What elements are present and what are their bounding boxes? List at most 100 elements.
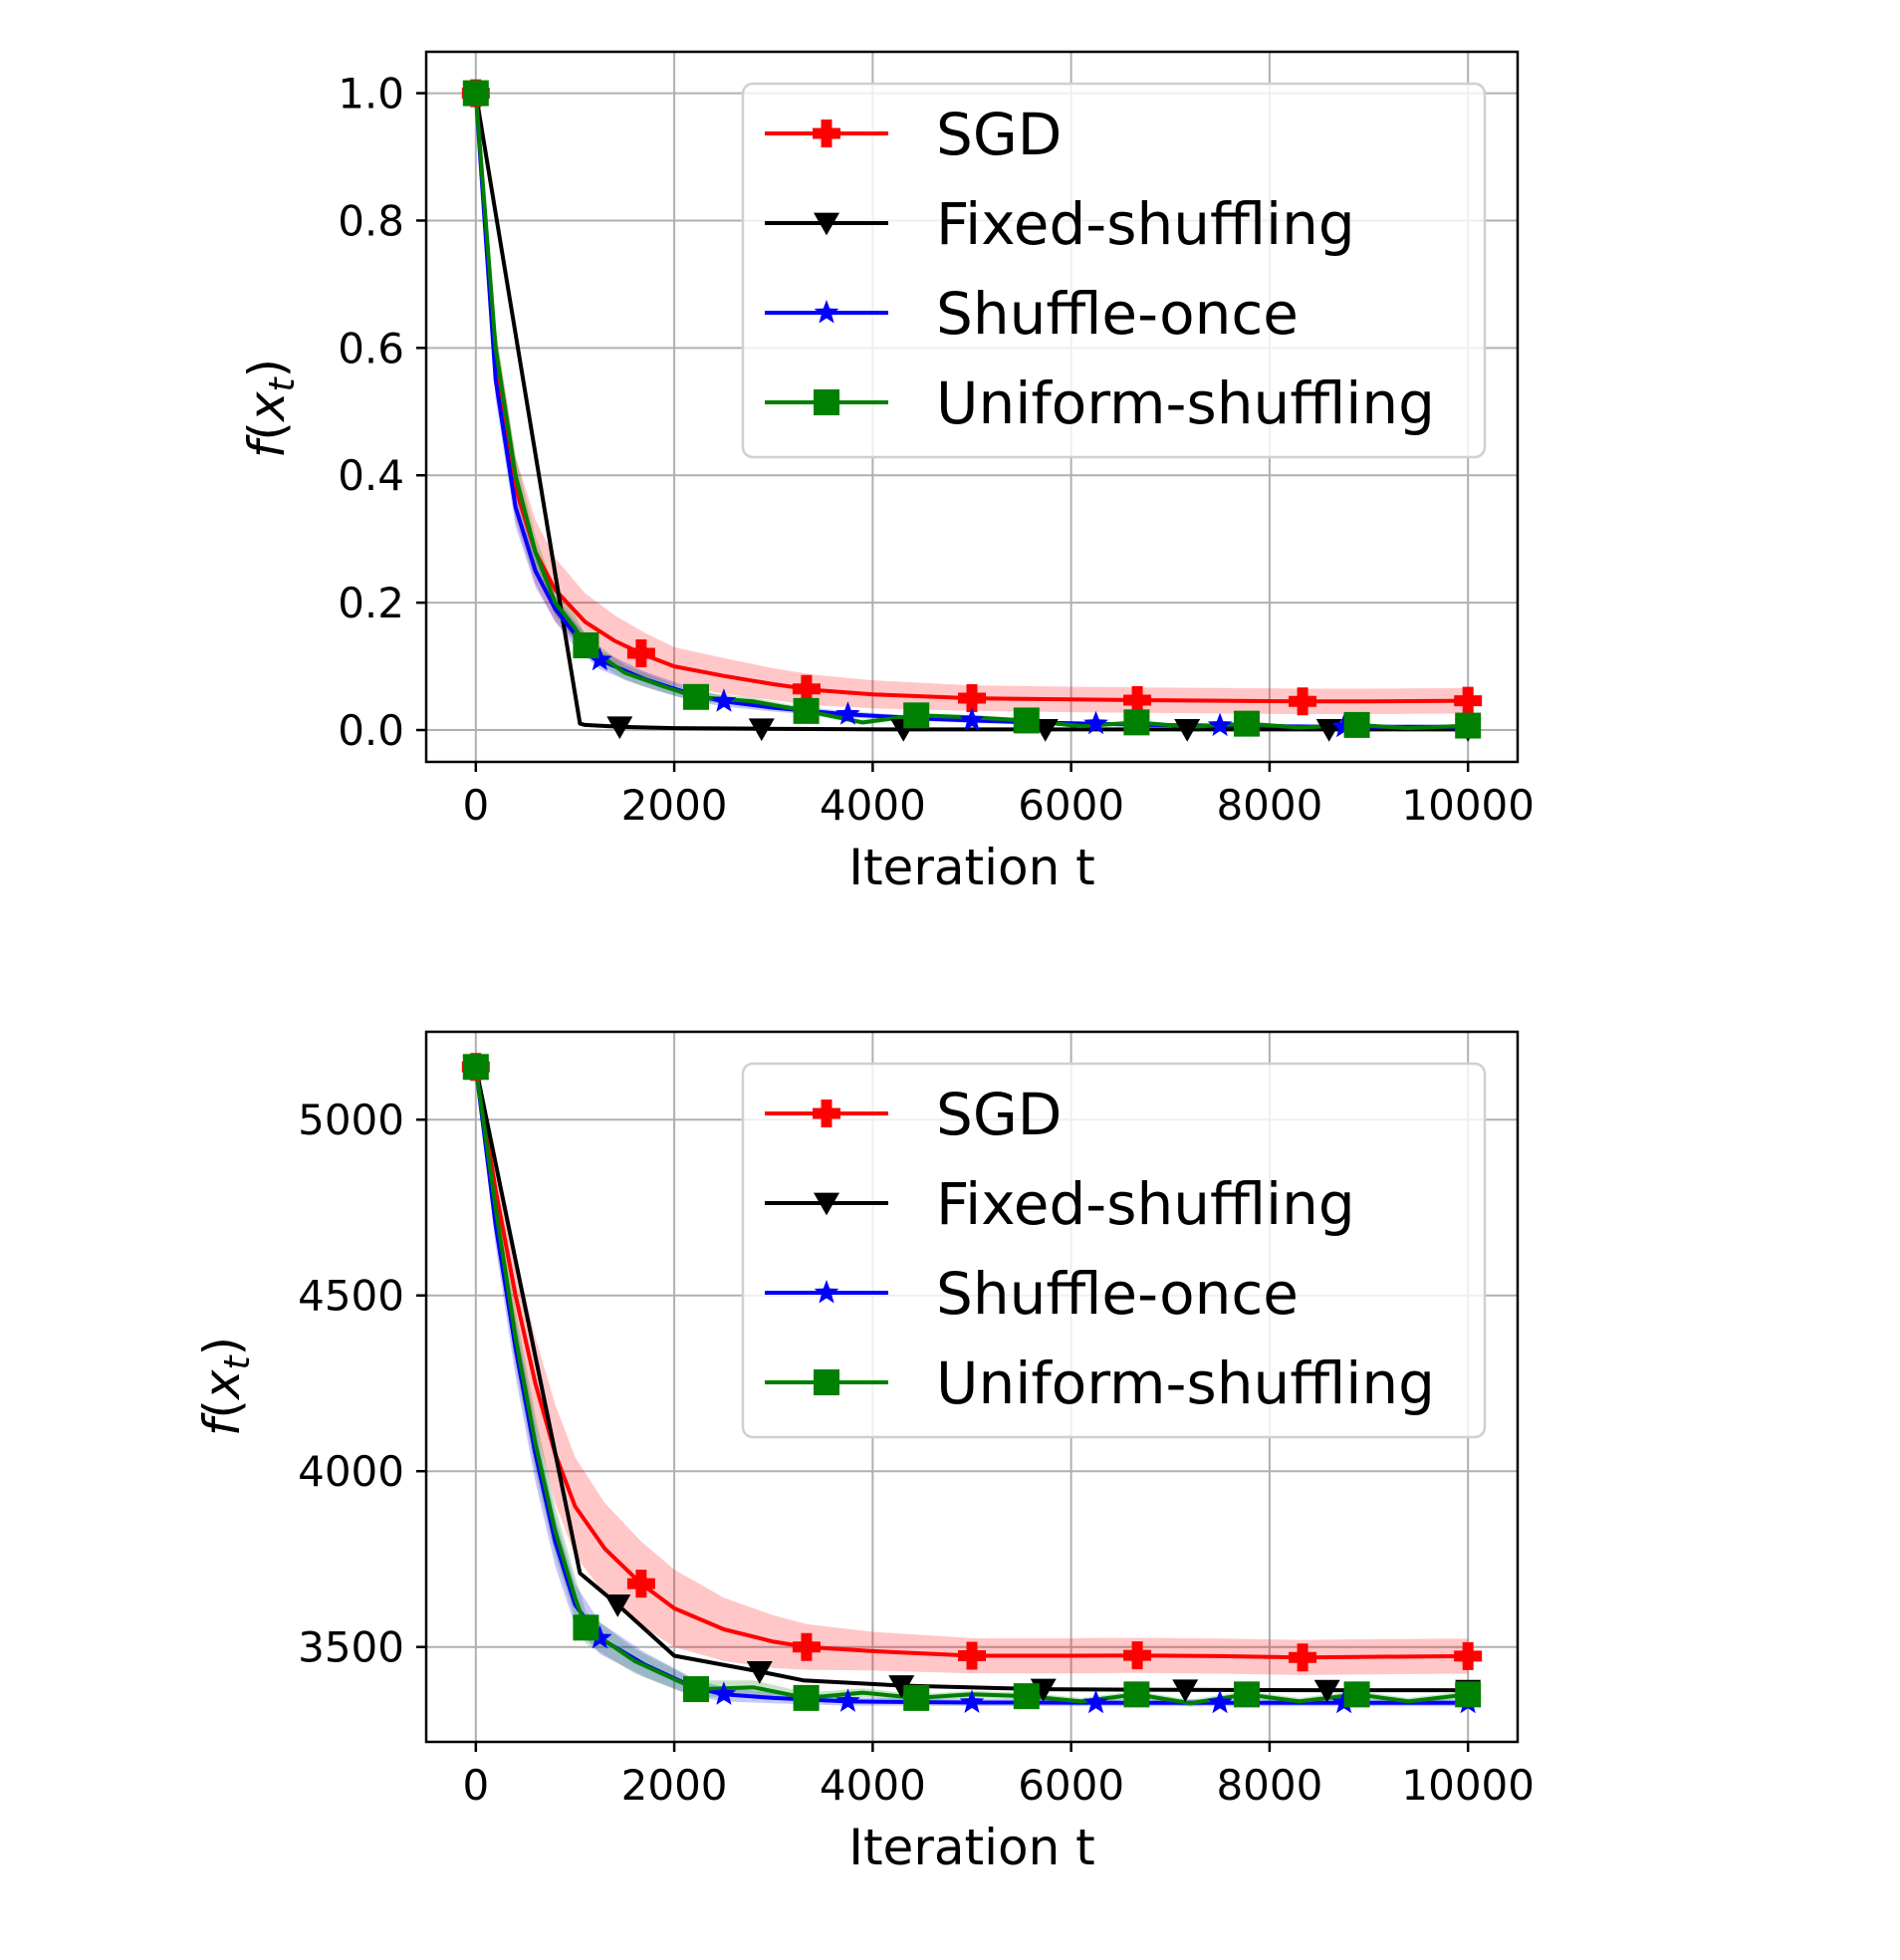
- x-tick-label: 4000: [820, 781, 926, 830]
- x-tick-label: 0: [462, 781, 489, 830]
- legend-marker: [814, 1280, 839, 1304]
- chart-top: 0 2000 4000 6000 8000 10000 0.0 0.2 0.4 0.6 0.8 1.0…: [238, 50, 1535, 896]
- data-point: [626, 1570, 655, 1598]
- data-point: [683, 683, 710, 710]
- legend-marker: [814, 212, 839, 236]
- y-axis-label: f(xt): [238, 359, 303, 458]
- x-tick-label: 8000: [1216, 1761, 1322, 1810]
- legend-label: SGD: [936, 101, 1062, 168]
- data-point: [835, 1688, 860, 1712]
- data-point: [793, 1684, 820, 1711]
- data-point: [1343, 711, 1370, 738]
- data-point: [1454, 686, 1483, 715]
- data-point: [1013, 707, 1040, 734]
- legend-label: Shuffle-once: [936, 1260, 1299, 1328]
- y-tick-label: 3500: [298, 1623, 404, 1672]
- data-point: [711, 1681, 737, 1705]
- legend-label: SGD: [936, 1081, 1062, 1148]
- data-point: [792, 674, 821, 703]
- data-point: [588, 646, 612, 671]
- x-tick-label: 6000: [1018, 1761, 1124, 1810]
- data-point: [462, 80, 489, 107]
- x-tick-label: 8000: [1216, 781, 1322, 830]
- series-line: [473, 1066, 1469, 1660]
- legend-marker: [814, 389, 839, 415]
- data-point: [1123, 1641, 1152, 1670]
- data-point: [1083, 710, 1108, 735]
- data-point: [746, 1661, 773, 1684]
- data-point: [959, 1689, 985, 1713]
- series-line: [473, 1066, 1469, 1693]
- y-tick-label: 0.8: [338, 196, 404, 245]
- data-point: [604, 1593, 631, 1617]
- legend-label: Fixed-shuffling: [936, 1170, 1355, 1238]
- data-point: [1123, 709, 1150, 736]
- data-point: [958, 684, 986, 713]
- data-point: [1343, 1681, 1370, 1708]
- series-line: [473, 1067, 1469, 1706]
- data-point: [1174, 718, 1201, 742]
- y-tick-label: 0.4: [338, 451, 404, 500]
- data-point: [888, 1675, 915, 1698]
- data-point: [606, 716, 633, 740]
- x-tick-label: 2000: [621, 1761, 728, 1810]
- y-axis-label: f(xt): [193, 1337, 258, 1436]
- data-point: [903, 1684, 930, 1711]
- data-point: [1207, 1689, 1233, 1714]
- data-point: [1233, 1681, 1260, 1708]
- legend-label: Uniform-shuffling: [936, 369, 1435, 437]
- data-point: [683, 1676, 710, 1703]
- plot-area: [461, 1053, 1483, 1714]
- data-point: [1289, 687, 1317, 716]
- data-point: [1455, 1681, 1482, 1708]
- data-point: [793, 697, 820, 724]
- data-point: [462, 1054, 489, 1081]
- legend-box: [741, 82, 1487, 459]
- x-axis-label: Iteration t: [848, 839, 1095, 896]
- data-point: [1123, 1681, 1150, 1708]
- y-tick-label: 1.0: [338, 70, 404, 119]
- x-tick-label: 4000: [820, 1761, 926, 1810]
- x-axis-label: Iteration t: [848, 1819, 1095, 1876]
- legend-marker: [814, 1192, 839, 1216]
- data-point: [835, 701, 860, 725]
- data-point: [1083, 1689, 1108, 1714]
- y-tick-label: 0.0: [338, 706, 404, 755]
- data-point: [1313, 1679, 1340, 1703]
- data-point: [573, 1614, 599, 1641]
- legend-marker: [814, 300, 839, 324]
- data-point: [748, 718, 775, 742]
- legend-box: [741, 1062, 1487, 1439]
- data-point: [959, 707, 985, 731]
- data-point: [1455, 712, 1482, 739]
- x-tick-label: 10000: [1401, 781, 1535, 830]
- legend: SGD Fixed-shuffling Shuffle-once Uniform-sh…: [741, 1062, 1487, 1439]
- legend-marker: [814, 1369, 839, 1395]
- data-point: [1454, 1641, 1483, 1670]
- legend-label: Fixed-shuffling: [936, 190, 1355, 258]
- x-tick-label: 2000: [621, 781, 728, 830]
- y-tick-label: 5000: [298, 1096, 404, 1144]
- axes-frame: [424, 50, 1520, 764]
- axes-frame: [424, 1030, 1520, 1744]
- chart-bottom: 0 2000 4000 6000 8000 10000 3500 4000 4500 5000 It…: [193, 1030, 1535, 1876]
- legend-marker: [813, 120, 840, 147]
- data-point: [792, 1632, 821, 1661]
- x-tick-label: 0: [462, 1761, 489, 1810]
- legend-label: Shuffle-once: [936, 280, 1299, 348]
- x-tick-label: 6000: [1018, 781, 1124, 830]
- data-point: [1123, 685, 1152, 714]
- data-point: [1172, 1679, 1199, 1703]
- y-tick-label: 0.2: [338, 579, 404, 627]
- data-point: [626, 639, 655, 668]
- y-tick-label: 4500: [298, 1272, 404, 1321]
- legend: SGD Fixed-shuffling Shuffle-once Uniform-sh…: [741, 82, 1487, 459]
- data-point: [1233, 710, 1260, 737]
- legend-marker: [813, 1100, 840, 1127]
- data-point: [588, 1624, 612, 1649]
- x-tick-label: 10000: [1401, 1761, 1535, 1810]
- data-point: [711, 688, 737, 712]
- plot-area: [461, 79, 1483, 742]
- data-point: [1207, 712, 1233, 737]
